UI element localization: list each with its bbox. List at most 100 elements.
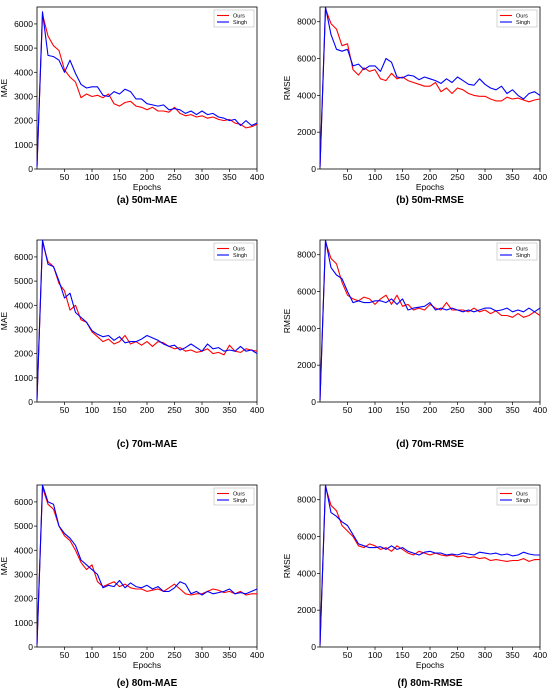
y-tick-label: 0 (311, 164, 316, 174)
x-tick-label: 100 (85, 650, 99, 660)
x-tick-label: 250 (167, 405, 181, 415)
x-tick-label: 50 (60, 650, 70, 660)
x-axis-label: Epochs (416, 182, 444, 192)
series-line-singh (36, 484, 258, 645)
series-line-ours (36, 13, 258, 167)
y-tick-label: 8000 (297, 17, 316, 27)
x-tick-label: 200 (423, 650, 437, 660)
series-line-ours (36, 486, 257, 645)
y-tick-label: 1000 (14, 140, 33, 150)
chart-panel-b: 50 100 150 200 250 300 350 40002000400060008000… (282, 6, 547, 206)
chart-panel-f: 50 100 150 200 250 300 350 40002000400060008000… (282, 484, 547, 689)
y-tick-label: 3000 (14, 324, 33, 334)
plot-frame (36, 484, 258, 648)
y-axis-label: RMSE (282, 308, 292, 333)
y-tick-label: 0 (28, 397, 33, 407)
y-tick-label: 2000 (297, 605, 316, 615)
y-tick-label: 3000 (14, 91, 33, 101)
chart-panel-a: 50 100 150 200 250 300 350 40001000200030004000… (0, 6, 264, 206)
x-tick-label: 150 (112, 405, 126, 415)
y-tick-label: 4000 (297, 323, 316, 333)
x-tick-label: 150 (395, 172, 409, 182)
legend-box (496, 242, 538, 261)
x-tick-label: 250 (450, 405, 464, 415)
x-tick-label: 100 (368, 405, 382, 415)
y-tick-label: 4000 (297, 568, 316, 578)
y-tick-label: 8000 (297, 495, 316, 505)
y-tick-label: 2000 (14, 594, 33, 604)
x-tick-label: 100 (85, 172, 99, 182)
y-tick-label: 2000 (297, 127, 316, 137)
y-tick-label: 1000 (14, 618, 33, 628)
x-tick-label: 200 (423, 405, 437, 415)
y-tick-label: 5000 (14, 276, 33, 286)
y-tick-label: 8000 (297, 250, 316, 260)
y-tick-label: 6000 (297, 287, 316, 297)
x-tick-label: 250 (450, 172, 464, 182)
x-tick-label: 150 (395, 650, 409, 660)
panel-caption: (f) 80m-RMSE (397, 678, 462, 689)
x-tick-label: 50 (343, 650, 353, 660)
legend-box (213, 487, 255, 506)
series-line-singh (36, 239, 258, 400)
x-tick-label: 300 (478, 172, 492, 182)
panel-caption: (c) 70m-MAE (117, 439, 178, 450)
x-tick-label: 350 (505, 650, 519, 660)
chart-panel-e: 50 100 150 200 250 300 350 40001000200030004000… (0, 484, 264, 689)
legend-label-ours: Ours (233, 492, 245, 498)
y-tick-label: 2000 (14, 116, 33, 126)
legend-label-ours: Ours (516, 247, 528, 253)
y-axis-label: MAE (0, 311, 9, 330)
x-tick-label: 100 (368, 650, 382, 660)
x-axis-label: Epochs (416, 660, 444, 670)
x-tick-label: 350 (505, 405, 519, 415)
plot-frame (319, 239, 541, 403)
plot-frame (36, 239, 258, 403)
x-tick-label: 200 (140, 650, 154, 660)
x-tick-label: 400 (533, 172, 547, 182)
x-tick-label: 300 (478, 405, 492, 415)
x-tick-label: 200 (140, 405, 154, 415)
y-axis-label: RMSE (282, 75, 292, 100)
series-line-ours (319, 241, 541, 401)
y-tick-label: 6000 (14, 252, 33, 262)
y-tick-label: 0 (311, 642, 316, 652)
x-tick-label: 400 (250, 650, 264, 660)
x-tick-label: 150 (112, 650, 126, 660)
legend-box (213, 242, 255, 261)
y-tick-label: 4000 (14, 67, 33, 77)
legend-label-singh: Singh (516, 253, 530, 259)
x-tick-label: 350 (222, 650, 236, 660)
y-tick-label: 0 (28, 164, 33, 174)
y-tick-label: 1000 (14, 373, 33, 383)
series-line-singh (319, 6, 541, 168)
y-tick-label: 3000 (14, 569, 33, 579)
x-tick-label: 50 (343, 172, 353, 182)
x-axis-label: Epochs (133, 182, 161, 192)
x-tick-label: 350 (222, 405, 236, 415)
legend-label-ours: Ours (233, 14, 245, 20)
x-tick-label: 350 (505, 172, 519, 182)
x-tick-label: 300 (195, 172, 209, 182)
x-tick-label: 400 (250, 172, 264, 182)
x-tick-label: 400 (533, 405, 547, 415)
series-line-singh (36, 11, 258, 167)
legend-label-ours: Ours (516, 14, 528, 20)
x-tick-label: 250 (450, 650, 464, 660)
panel-caption: (b) 50m-RMSE (396, 195, 464, 206)
legend-label-singh: Singh (233, 253, 247, 259)
y-tick-label: 2000 (14, 349, 33, 359)
series-line-ours (36, 241, 258, 400)
x-tick-label: 350 (222, 172, 236, 182)
x-tick-label: 200 (423, 172, 437, 182)
legend-box (213, 9, 255, 28)
x-tick-label: 250 (167, 650, 181, 660)
x-tick-label: 50 (60, 172, 70, 182)
legend-label-singh: Singh (516, 20, 530, 26)
y-tick-label: 6000 (297, 54, 316, 64)
